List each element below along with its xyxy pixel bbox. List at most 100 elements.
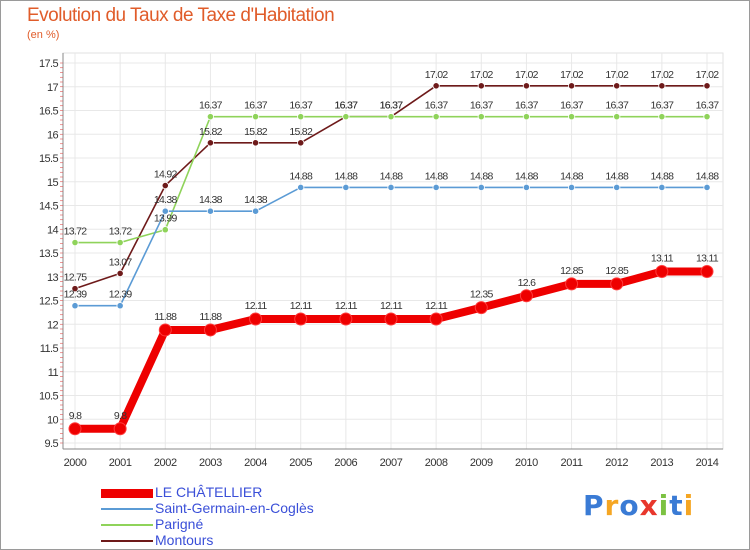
data-label: 12.11 (380, 300, 403, 312)
logo-letter: P (583, 489, 605, 522)
data-label: 13.11 (696, 253, 719, 265)
proxiti-logo: Proxiti (583, 489, 694, 522)
data-point (116, 238, 124, 247)
data-label: 12.11 (245, 300, 268, 312)
x-tick-label: 2011 (561, 457, 583, 469)
data-label: 15.82 (289, 126, 313, 138)
data-point (567, 82, 576, 90)
y-tick-label: 13 (47, 272, 59, 284)
legend-swatch (101, 540, 153, 542)
logo-letter: i (683, 489, 695, 522)
data-point (68, 422, 82, 436)
data-label: 13.72 (109, 226, 133, 238)
data-point (297, 139, 305, 147)
x-tick-label: 2012 (605, 457, 628, 469)
data-label: 12.85 (605, 265, 629, 277)
data-label: 16.37 (334, 100, 358, 112)
data-point (700, 265, 714, 279)
data-point (565, 277, 579, 291)
data-label: 14.88 (289, 170, 313, 182)
y-tick-label: 12.5 (39, 296, 58, 308)
x-tick-label: 2002 (154, 457, 177, 469)
data-label: 14.38 (244, 194, 268, 206)
data-label: 14.88 (334, 170, 358, 182)
data-point (567, 183, 576, 192)
data-point (206, 113, 215, 121)
data-label: 12.39 (64, 289, 88, 301)
x-tick-label: 2005 (289, 457, 312, 469)
data-point (116, 269, 124, 278)
data-label: 9.8 (69, 410, 82, 422)
data-point (161, 181, 169, 190)
data-label: 16.37 (650, 100, 674, 112)
x-tick-label: 2010 (515, 457, 538, 469)
data-label: 12.75 (64, 272, 88, 284)
data-point (613, 183, 621, 192)
x-tick-label: 2013 (650, 457, 673, 469)
legend-swatch (101, 488, 153, 498)
y-tick-label: 12 (47, 319, 59, 331)
data-label: 16.37 (605, 100, 629, 112)
chart-title: Evolution du Taux de Taxe d'Habitation (27, 5, 335, 26)
legend-label: Saint-Germain-en-Coglès (155, 500, 314, 516)
data-label: 12.11 (290, 300, 313, 312)
data-label: 14.88 (650, 170, 674, 182)
plot-area (62, 52, 724, 450)
data-label: 13.72 (64, 226, 88, 238)
data-point (429, 312, 443, 326)
y-tick-label: 11 (48, 367, 59, 379)
data-point (432, 82, 440, 90)
data-point (477, 183, 485, 192)
data-point (658, 82, 666, 90)
legend-swatch (101, 508, 153, 510)
y-tick-label: 14.5 (39, 201, 58, 213)
data-point (297, 113, 305, 121)
y-tick-label: 16 (47, 129, 59, 141)
data-point (116, 302, 124, 310)
y-tick-label: 10.5 (39, 391, 58, 403)
data-label: 14.38 (199, 194, 223, 206)
data-label: 16.37 (515, 100, 539, 112)
data-point (161, 207, 169, 215)
data-point (71, 285, 79, 293)
legend-label: Parigné (155, 516, 204, 532)
data-point (477, 82, 485, 90)
x-tick-label: 2000 (64, 457, 87, 469)
data-point (297, 183, 305, 192)
data-label: 12.11 (335, 300, 358, 312)
data-label: 17.02 (605, 69, 629, 81)
data-label: 14.88 (515, 170, 539, 182)
data-point (342, 183, 350, 192)
data-point (339, 312, 353, 326)
data-point (703, 183, 711, 192)
logo-letter: o (619, 489, 640, 522)
data-point (703, 82, 711, 90)
y-tick-label: 11.5 (40, 343, 59, 355)
data-point (249, 312, 263, 326)
data-point (251, 139, 260, 147)
data-label: 14.88 (425, 170, 449, 182)
data-label: 16.37 (334, 100, 358, 112)
data-point (384, 312, 398, 326)
logo-letter: t (669, 489, 684, 522)
data-label: 12.11 (425, 300, 448, 312)
y-tick-label: 17.5 (39, 58, 58, 70)
data-label: 16.37 (289, 100, 313, 112)
data-label: 16.37 (380, 100, 404, 112)
data-point (251, 207, 260, 215)
y-tick-label: 13.5 (39, 248, 58, 260)
data-point (703, 113, 711, 121)
data-label: 13.11 (651, 253, 674, 265)
data-point (113, 422, 127, 436)
data-point (387, 183, 395, 192)
data-point (71, 302, 79, 310)
data-label: 11.88 (199, 311, 222, 323)
data-label: 14.38 (154, 194, 178, 206)
data-point (206, 139, 215, 147)
data-point (387, 113, 395, 121)
data-point (613, 113, 621, 121)
data-point (522, 183, 531, 192)
data-point (519, 289, 533, 303)
